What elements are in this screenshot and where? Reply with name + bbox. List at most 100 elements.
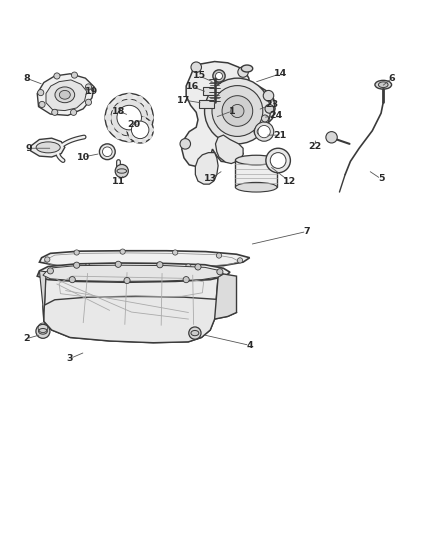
Text: 12: 12 [283,176,296,185]
Circle shape [111,99,148,136]
Circle shape [222,96,253,126]
Text: 16: 16 [186,83,199,92]
Circle shape [126,135,133,142]
Circle shape [157,262,163,268]
Circle shape [136,132,143,139]
Text: 8: 8 [23,74,30,83]
Circle shape [52,109,58,115]
Polygon shape [199,100,214,108]
Circle shape [231,104,244,118]
Ellipse shape [191,330,199,336]
Polygon shape [203,87,215,95]
Circle shape [102,147,112,157]
Circle shape [74,262,80,268]
Polygon shape [195,152,218,184]
Ellipse shape [55,87,74,103]
Circle shape [115,165,128,177]
Circle shape [144,103,151,110]
Circle shape [258,125,270,138]
Ellipse shape [36,142,60,153]
Circle shape [215,72,223,79]
Circle shape [107,103,114,110]
Polygon shape [37,263,230,282]
Text: 21: 21 [274,131,287,140]
Circle shape [127,117,153,143]
Circle shape [173,250,178,255]
Circle shape [36,324,50,338]
Text: 17: 17 [177,95,191,104]
Circle shape [99,144,115,159]
Ellipse shape [59,91,70,99]
Circle shape [195,264,201,270]
Text: 20: 20 [127,119,140,128]
Text: 1: 1 [229,107,236,116]
Circle shape [126,93,133,100]
Circle shape [144,125,151,132]
Polygon shape [182,61,275,167]
Circle shape [115,261,121,268]
Circle shape [71,109,77,115]
Circle shape [134,139,139,143]
Circle shape [180,139,191,149]
Text: 4: 4 [246,341,253,350]
Circle shape [136,96,143,103]
Circle shape [126,128,131,132]
Text: 23: 23 [265,100,278,109]
Circle shape [85,99,92,106]
Circle shape [183,277,189,282]
Ellipse shape [235,155,277,165]
Text: 9: 9 [25,144,32,153]
Ellipse shape [378,82,388,87]
Circle shape [85,264,90,269]
Circle shape [212,86,263,136]
Text: 6: 6 [389,74,396,83]
Ellipse shape [117,169,127,173]
Circle shape [189,327,201,339]
Circle shape [263,91,274,101]
Circle shape [141,139,146,143]
Circle shape [265,104,274,113]
Polygon shape [43,296,237,343]
Polygon shape [43,265,223,281]
Circle shape [205,78,270,144]
Polygon shape [215,135,243,164]
Circle shape [217,269,223,275]
Circle shape [128,135,133,139]
Polygon shape [215,274,237,319]
Circle shape [117,106,141,130]
Text: 14: 14 [274,69,287,78]
Circle shape [71,72,78,78]
Ellipse shape [257,127,268,136]
Circle shape [115,96,122,103]
Polygon shape [44,272,218,343]
Circle shape [124,278,130,284]
Circle shape [128,120,133,125]
Circle shape [326,132,337,143]
Text: 11: 11 [112,176,125,185]
Text: 3: 3 [67,354,73,363]
Circle shape [105,114,112,121]
Circle shape [148,135,152,139]
Text: 15: 15 [193,71,206,80]
Circle shape [85,84,92,90]
Circle shape [120,249,125,254]
Circle shape [38,90,44,96]
Circle shape [148,120,152,125]
Text: 5: 5 [378,174,384,183]
Ellipse shape [235,182,277,192]
Circle shape [254,122,274,141]
Polygon shape [39,271,46,321]
Ellipse shape [241,65,253,72]
Circle shape [107,125,114,132]
Text: 22: 22 [309,142,322,150]
Text: 2: 2 [23,334,30,343]
Circle shape [54,73,60,79]
Circle shape [216,253,222,258]
Circle shape [105,93,153,142]
Circle shape [191,62,201,72]
Circle shape [74,250,79,255]
Circle shape [261,115,268,122]
Circle shape [150,128,154,132]
Circle shape [147,114,154,121]
Circle shape [141,116,146,121]
